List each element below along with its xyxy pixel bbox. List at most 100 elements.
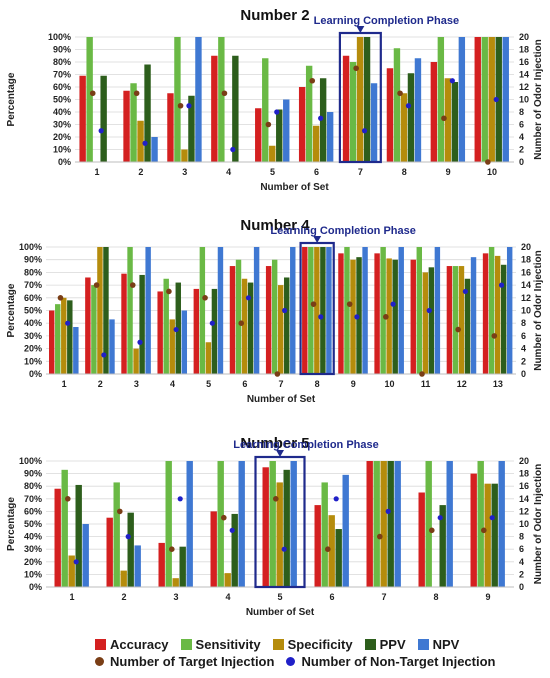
bar-ppv xyxy=(500,264,507,374)
bar-specificity xyxy=(169,319,175,374)
y2-tick-label: 20 xyxy=(519,456,529,466)
bar-npv xyxy=(446,461,453,587)
bar-accuracy xyxy=(157,291,163,374)
y-tick-label: 70% xyxy=(24,494,42,504)
bar-sensitivity xyxy=(481,37,488,162)
non-target-injection-point xyxy=(209,320,215,326)
bar-sensitivity xyxy=(305,65,313,162)
bar-accuracy xyxy=(210,511,217,587)
bar-npv xyxy=(342,474,349,587)
y-tick-label: 90% xyxy=(53,45,71,55)
y2-tick-label: 20 xyxy=(519,32,529,42)
bar-npv xyxy=(370,83,378,162)
non-target-injection-point xyxy=(462,288,468,295)
legend-non-target-injection: Number of Non-Target Injection xyxy=(286,654,495,669)
x-tick-label: 5 xyxy=(270,167,275,177)
bar-specificity xyxy=(356,37,364,162)
y-tick-label: 0% xyxy=(29,369,42,379)
non-target-injection-point xyxy=(449,78,455,84)
bar-accuracy xyxy=(85,277,91,374)
y2-tick-label: 20 xyxy=(521,242,531,252)
bar-npv xyxy=(458,37,466,162)
target-injection-point xyxy=(133,90,140,97)
y-tick-label: 50% xyxy=(53,95,71,105)
y-tick-label: 60% xyxy=(53,82,71,92)
non-target-injection-point xyxy=(125,534,131,540)
bar-npv xyxy=(290,461,297,587)
non-target-injection-point xyxy=(274,109,280,115)
bar-accuracy xyxy=(265,266,272,374)
y-tick-label: 40% xyxy=(53,107,71,117)
y-axis-title: Percentage xyxy=(6,497,17,551)
y-tick-label: 10% xyxy=(24,569,42,579)
bar-npv xyxy=(326,112,334,162)
target-injection-point xyxy=(309,77,316,84)
bar-npv xyxy=(145,247,151,374)
y-axis-title: Percentage xyxy=(6,72,17,126)
legend-non-target-dot xyxy=(286,657,296,666)
bar-npv xyxy=(73,327,79,374)
non-target-injection-point xyxy=(177,496,183,502)
x-tick-label: 1 xyxy=(69,592,74,602)
bar-accuracy xyxy=(314,505,321,587)
target-injection-point xyxy=(419,371,425,377)
non-target-injection-point xyxy=(498,282,505,288)
bar-npv xyxy=(506,247,513,374)
non-target-injection-point xyxy=(65,320,71,326)
bar-sensitivity xyxy=(55,304,61,374)
non-target-injection-point xyxy=(361,128,368,134)
bar-ppv xyxy=(407,73,415,162)
x-tick-label: 4 xyxy=(226,167,231,177)
bar-specificity xyxy=(269,145,276,162)
target-injection-point xyxy=(93,282,100,288)
target-injection-point xyxy=(274,371,281,377)
bar-sensitivity xyxy=(199,247,206,374)
y-tick-label: 20% xyxy=(24,557,42,567)
bar-ppv xyxy=(179,546,186,587)
bar-npv xyxy=(362,247,368,374)
bar-sensitivity xyxy=(477,461,484,587)
bar-specificity xyxy=(350,259,356,374)
bar-npv xyxy=(186,461,193,587)
x-tick-label: 9 xyxy=(485,592,490,602)
bar-ppv xyxy=(211,288,218,374)
bar-ppv xyxy=(319,78,327,162)
legend-accuracy-swatch xyxy=(95,639,106,650)
learning-phase-arrow xyxy=(356,26,365,33)
bar-npv xyxy=(394,461,401,587)
legend-ppv: PPV xyxy=(364,637,406,652)
bar-sensitivity xyxy=(271,259,278,374)
y2-axis-title: Number of Odor Injection xyxy=(533,250,544,371)
y2-tick-label: 14 xyxy=(521,280,531,290)
legend-specificity-swatch xyxy=(272,639,284,650)
bar-sensitivity xyxy=(373,461,380,587)
y2-tick-label: 4 xyxy=(519,132,524,142)
y2-tick-label: 8 xyxy=(521,318,526,328)
legend-target-dot xyxy=(95,657,104,666)
target-injection-point xyxy=(346,301,353,307)
bar-npv xyxy=(151,137,158,162)
bar-accuracy xyxy=(167,93,174,162)
bar-npv xyxy=(290,247,296,374)
y-tick-label: 0% xyxy=(29,582,42,592)
chart-title: Number 2 xyxy=(240,7,309,24)
y-tick-label: 50% xyxy=(24,306,42,316)
bar-specificity xyxy=(97,247,103,374)
bar-accuracy xyxy=(54,488,61,587)
bar-accuracy xyxy=(482,253,489,374)
bar-npv xyxy=(217,247,224,374)
bar-sensitivity xyxy=(61,469,68,587)
x-tick-label: 10 xyxy=(384,379,394,389)
x-tick-label: 1 xyxy=(62,379,67,389)
bar-ppv xyxy=(67,300,73,374)
y-tick-label: 60% xyxy=(24,293,42,303)
bar-npv xyxy=(502,37,509,162)
bar-accuracy xyxy=(374,253,380,374)
bar-ppv xyxy=(283,469,290,587)
y-tick-label: 0% xyxy=(58,157,71,167)
legend-target-injection: Number of Target Injection xyxy=(95,654,274,669)
y-axis-title: Percentage xyxy=(6,283,17,337)
x-tick-label: 1 xyxy=(94,167,99,177)
x-axis-title: Number of Set xyxy=(247,394,316,405)
y2-tick-label: 2 xyxy=(519,569,524,579)
